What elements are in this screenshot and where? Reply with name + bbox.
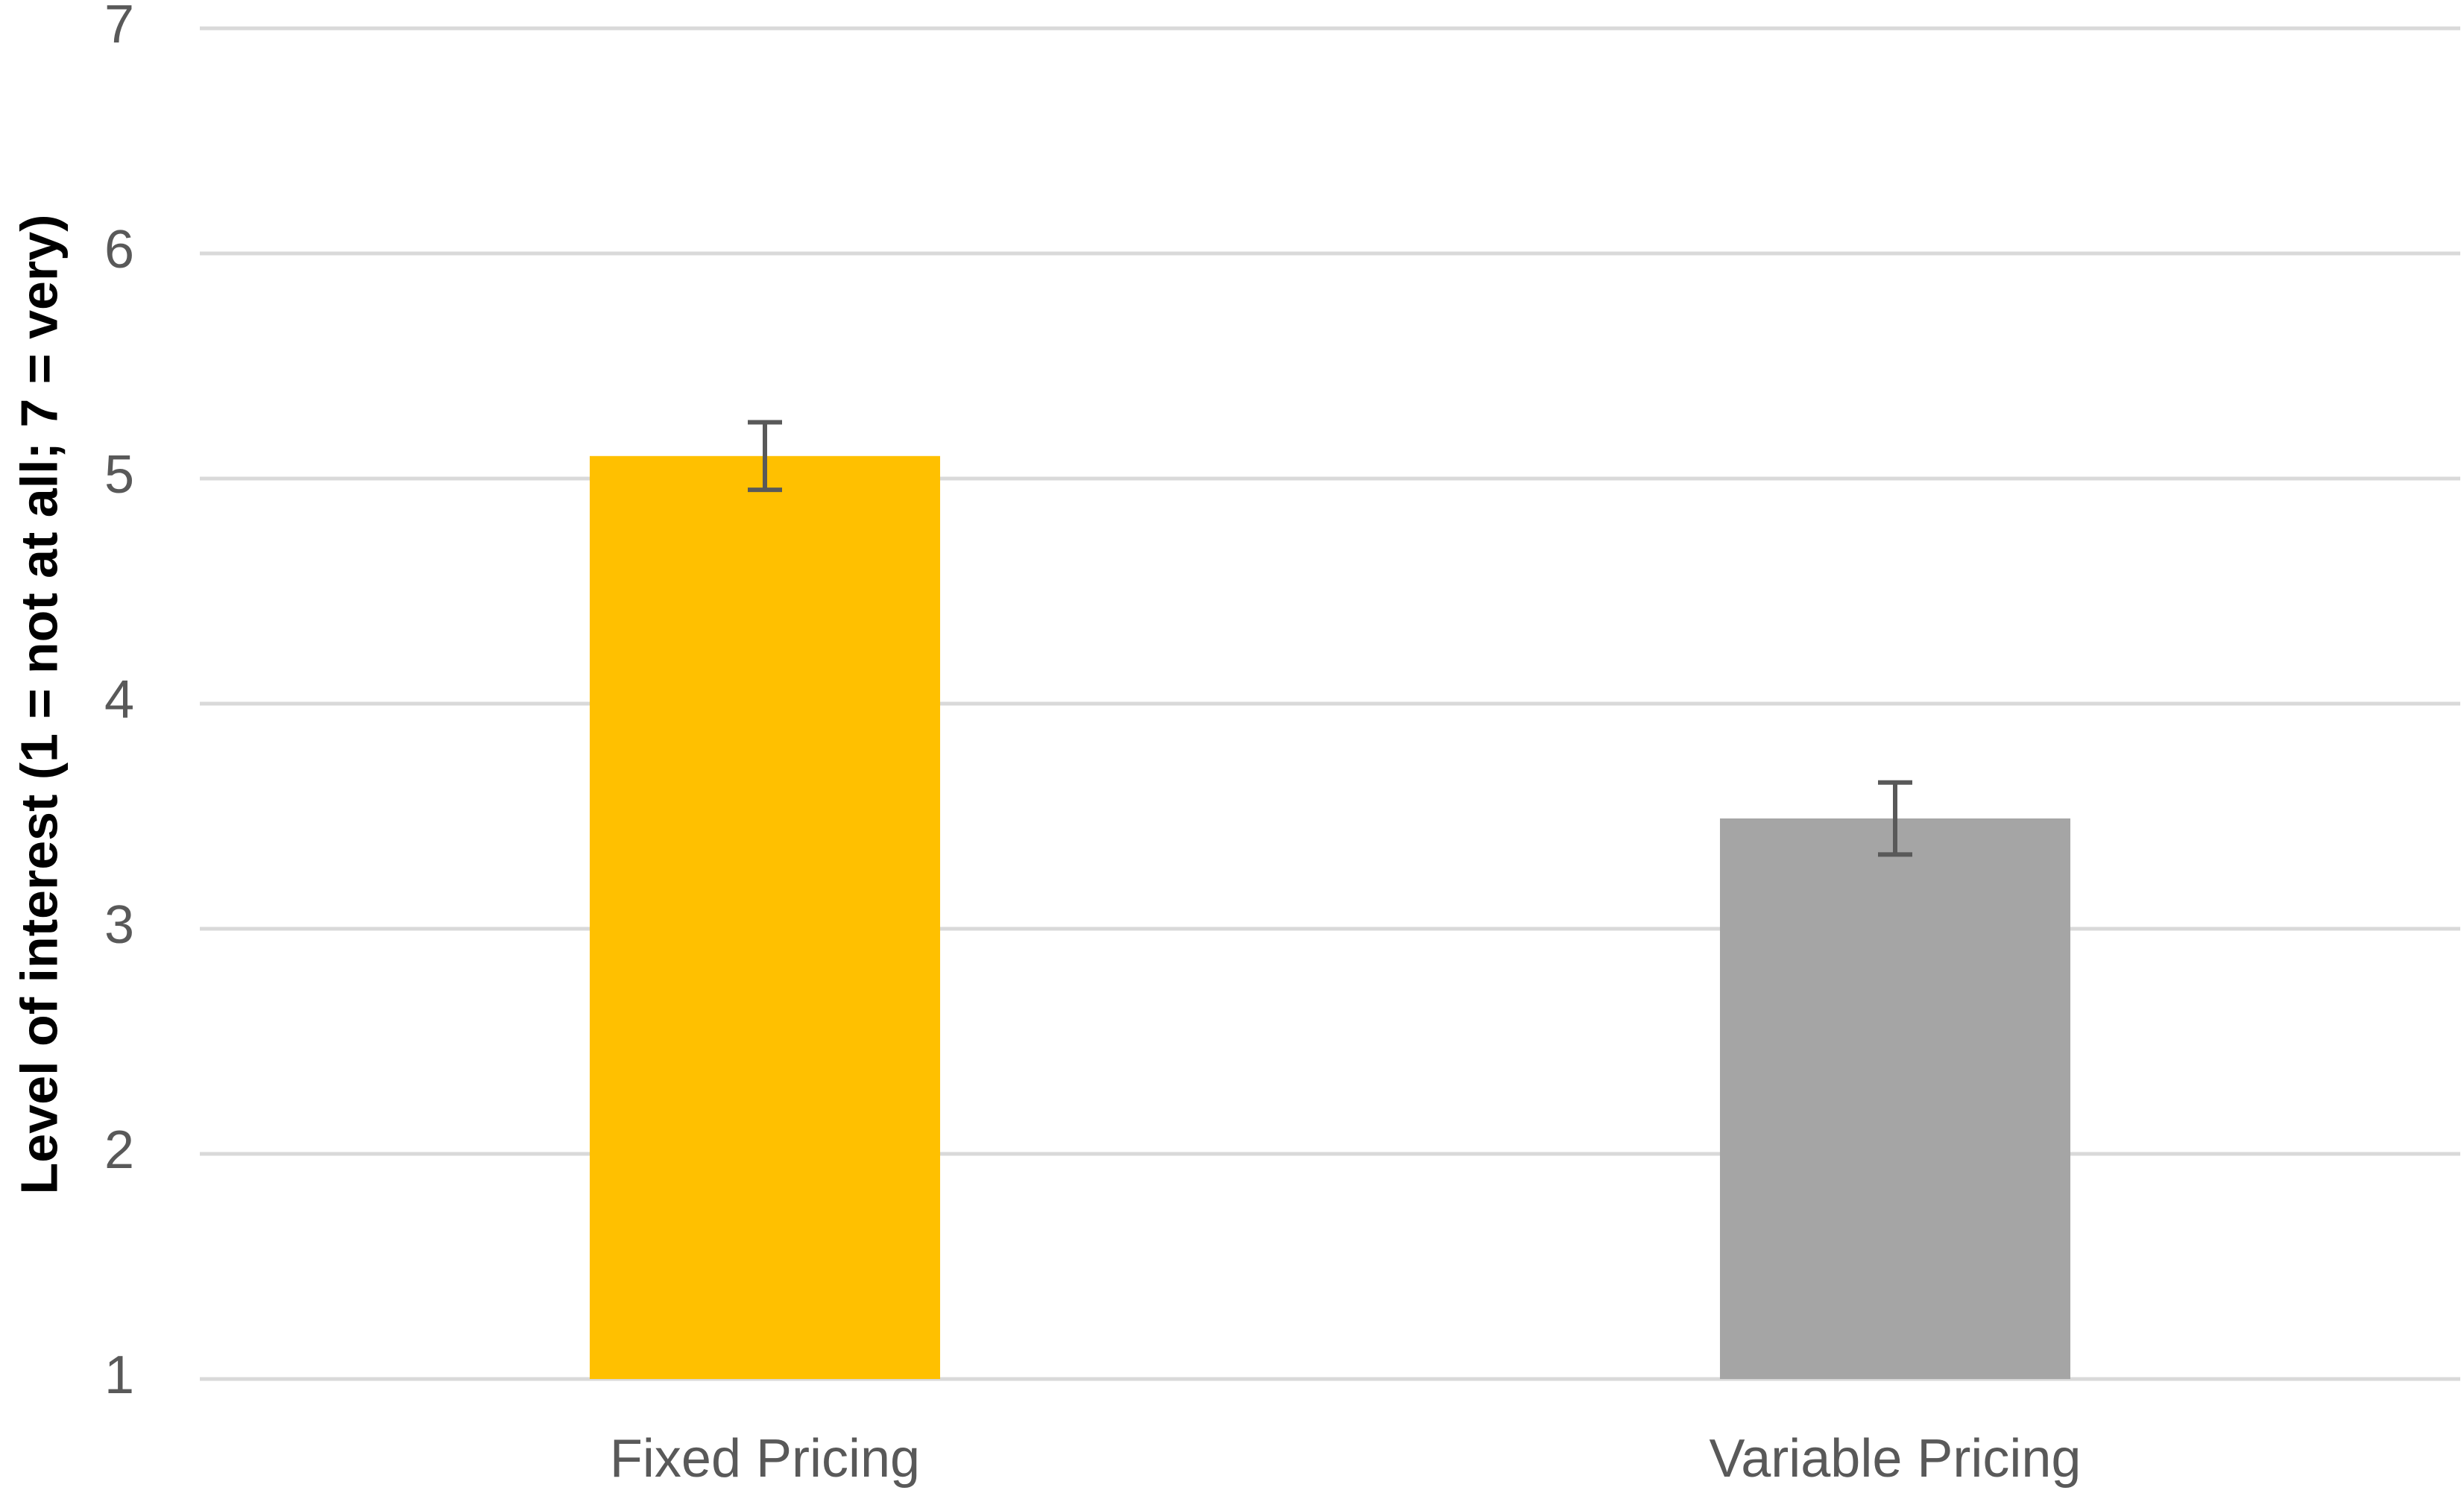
error-bar (748, 420, 782, 493)
y-axis-title: Level of interest (1 = not at all; 7 = v… (10, 215, 68, 1195)
bar (590, 455, 940, 1379)
y-tick-label: 5 (104, 445, 134, 505)
y-tick-label: 3 (104, 895, 134, 955)
bar (1720, 818, 2070, 1379)
x-tick-label: Variable Pricing (1710, 1429, 2082, 1489)
x-tick-label: Fixed Pricing (610, 1429, 920, 1489)
y-tick-label: 4 (104, 670, 134, 730)
error-bar (1878, 780, 1912, 857)
y-tick-label: 1 (104, 1345, 134, 1405)
y-tick-label: 2 (104, 1120, 134, 1180)
y-tick-label: 7 (104, 0, 134, 54)
y-tick-label: 6 (104, 220, 134, 280)
